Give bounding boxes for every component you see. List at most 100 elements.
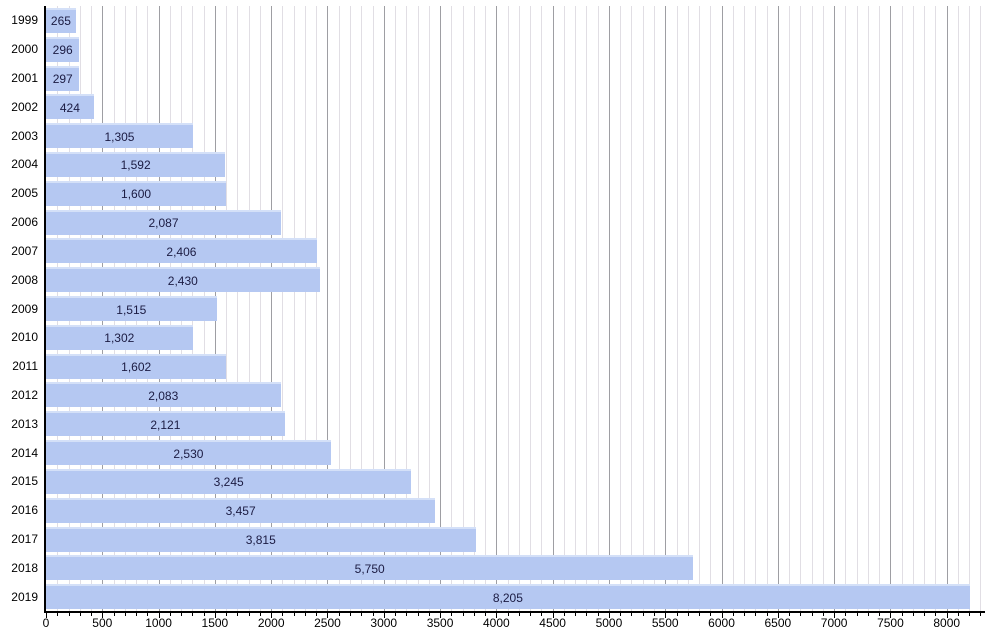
minor-gridline (349, 6, 351, 611)
category-label: 2009 (11, 301, 38, 316)
tick-label: 4500 (539, 616, 566, 630)
bar: 1,515 (46, 296, 217, 322)
bar-row: 2009 1,515 (11, 294, 985, 323)
value-label: 2,083 (148, 388, 179, 403)
minor-tick (620, 613, 622, 616)
major-tick (665, 613, 667, 618)
category-label: 2003 (11, 128, 38, 143)
minor-tick (980, 613, 982, 616)
major-gridline (496, 6, 498, 611)
minor-tick (912, 613, 914, 616)
minor-tick (699, 613, 701, 616)
bar: 3,245 (46, 468, 412, 494)
minor-tick (248, 613, 250, 616)
bar: 2,121 (46, 411, 285, 437)
tick-label: 6000 (708, 616, 735, 630)
bar: 1,305 (46, 123, 193, 149)
minor-gridline (766, 6, 768, 611)
tick-label: 1500 (201, 616, 229, 630)
bar: 265 (46, 7, 76, 33)
bar: 1,592 (46, 151, 226, 177)
tick-label: 3500 (426, 616, 454, 630)
minor-tick (800, 613, 802, 616)
minor-gridline (710, 6, 712, 611)
minor-gridline (226, 6, 228, 611)
major-tick (214, 613, 216, 618)
category-label: 2000 (11, 42, 38, 57)
minor-tick (957, 613, 959, 616)
minor-tick (372, 613, 374, 616)
major-tick (834, 613, 836, 618)
value-label: 8,205 (492, 590, 523, 605)
bar-row: 2004 1,592 (11, 150, 985, 179)
bar: 8,205 (46, 584, 970, 610)
category-label: 2013 (11, 416, 38, 431)
tick-label: 4000 (483, 616, 510, 630)
bar: 3,457 (46, 497, 436, 523)
tick-label: 2500 (314, 616, 341, 630)
minor-tick (203, 613, 205, 616)
minor-gridline (676, 6, 678, 611)
tick-label: 8000 (933, 616, 961, 630)
value-label: 424 (59, 100, 80, 115)
bar-row: 2013 2,121 (11, 409, 985, 438)
minor-gridline (912, 6, 914, 611)
minor-gridline (417, 6, 419, 611)
minor-tick (361, 613, 363, 616)
minor-gridline (563, 6, 565, 611)
major-gridline (271, 6, 273, 611)
minor-gridline (879, 6, 881, 611)
major-gridline (608, 6, 610, 611)
category-label: 1999 (11, 13, 38, 28)
minor-gridline (687, 6, 689, 611)
bar: 2,087 (46, 209, 281, 235)
minor-tick (586, 613, 588, 616)
category-label: 2005 (11, 186, 38, 201)
minor-tick (406, 613, 408, 616)
major-gridline (721, 6, 723, 611)
minor-tick (744, 613, 746, 616)
minor-tick (518, 613, 520, 616)
bar-row: 2015 3,245 (11, 467, 985, 496)
minor-gridline (642, 6, 644, 611)
minor-gridline (304, 6, 306, 611)
bar-row: 2018 5,750 (11, 553, 985, 582)
category-label: 2015 (11, 474, 38, 489)
minor-tick (575, 613, 577, 616)
bar-row: 1999 265 (11, 6, 985, 35)
minor-gridline (282, 6, 284, 611)
bar: 3,815 (46, 526, 476, 552)
minor-gridline (248, 6, 250, 611)
minor-tick (845, 613, 847, 616)
minor-tick (316, 613, 318, 616)
tick-label: 3000 (370, 616, 398, 630)
minor-gridline (867, 6, 869, 611)
major-gridline (890, 6, 892, 611)
minor-gridline (957, 6, 959, 611)
major-tick (383, 613, 385, 618)
minor-gridline (653, 6, 655, 611)
minor-gridline (338, 6, 340, 611)
major-gridline (946, 6, 948, 611)
minor-tick (451, 613, 453, 616)
gridlines-layer (46, 6, 985, 611)
minor-gridline (699, 6, 701, 611)
major-tick (158, 613, 160, 618)
minor-tick (124, 613, 126, 616)
minor-gridline (237, 6, 239, 611)
bar-row: 2000 296 (11, 35, 985, 64)
minor-tick (710, 613, 712, 616)
value-label: 2,087 (148, 216, 179, 231)
bar: 2,530 (46, 440, 331, 466)
x-axis-ticks (46, 613, 985, 619)
value-label: 297 (52, 72, 73, 87)
minor-gridline (586, 6, 588, 611)
bar: 296 (46, 36, 80, 62)
tick-label: 0 (42, 616, 50, 630)
tick-label: 5500 (651, 616, 679, 630)
category-label: 2008 (11, 272, 38, 287)
minor-tick (68, 613, 70, 616)
minor-tick (113, 613, 115, 616)
bar-row: 2014 2,530 (11, 438, 985, 467)
bar-row: 2016 3,457 (11, 496, 985, 525)
